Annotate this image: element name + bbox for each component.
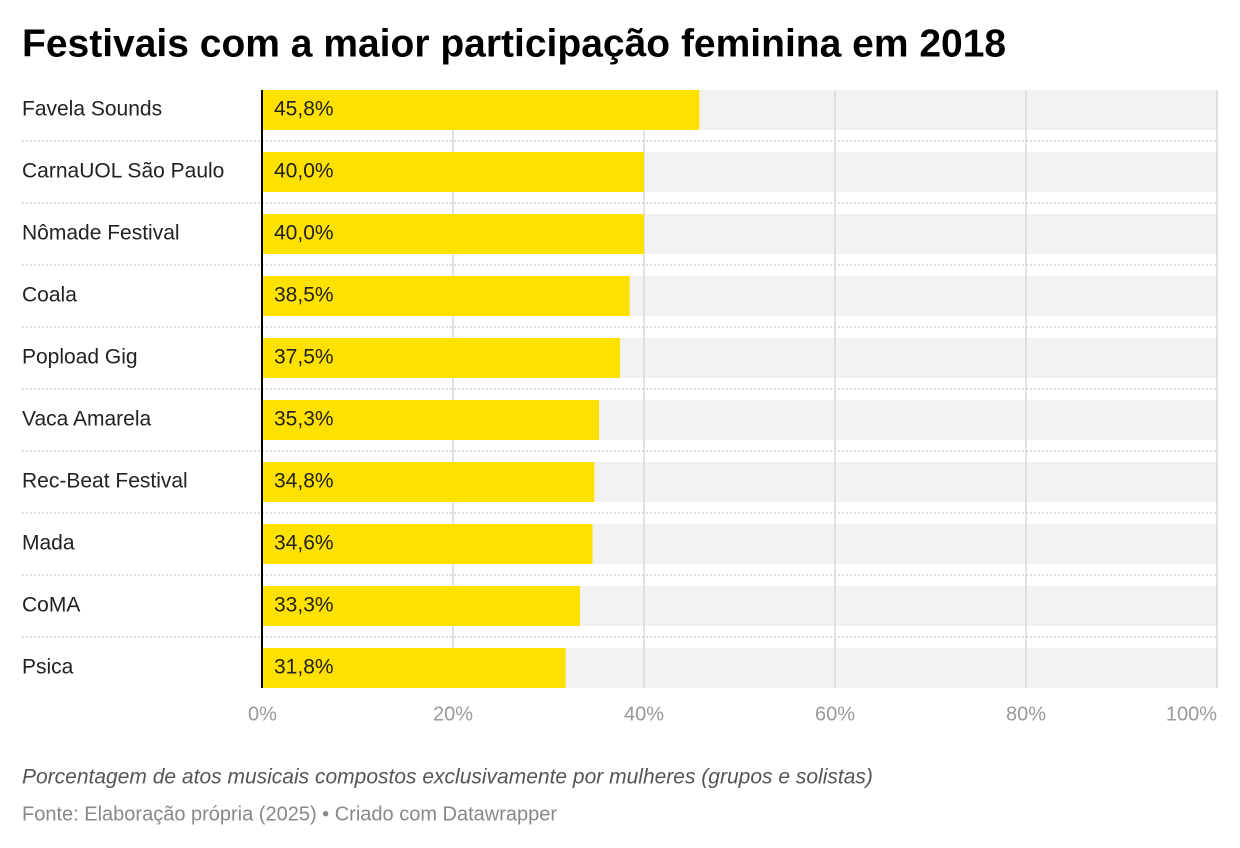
x-tick-label: 20% <box>433 703 473 725</box>
value-label: 40,0% <box>274 222 334 245</box>
chart-title: Festivais com a maior participação femin… <box>22 22 1006 65</box>
x-tick-label: 80% <box>1006 703 1046 725</box>
value-label: 31,8% <box>274 656 334 679</box>
bar <box>262 462 595 502</box>
value-label: 35,3% <box>274 408 334 431</box>
bar <box>262 400 600 440</box>
value-label: 34,6% <box>274 532 334 555</box>
chart-source: Fonte: Elaboração própria (2025) • Criad… <box>22 803 557 825</box>
x-tick-label: 40% <box>624 703 664 725</box>
value-label: 37,5% <box>274 346 334 369</box>
category-label: Vaca Amarela <box>22 408 151 431</box>
category-label: Favela Sounds <box>22 98 162 121</box>
bar <box>262 648 566 688</box>
category-label: Nômade Festival <box>22 222 180 245</box>
value-label: 38,5% <box>274 284 334 307</box>
bar <box>262 152 644 192</box>
bar <box>262 276 630 316</box>
category-label: Popload Gig <box>22 346 138 369</box>
bar <box>262 586 581 626</box>
value-label: 45,8% <box>274 98 334 121</box>
bar <box>262 90 700 130</box>
x-tick-label: 60% <box>815 703 855 725</box>
x-tick-label: 100% <box>1166 703 1217 725</box>
bar <box>262 524 593 564</box>
category-label: Rec-Beat Festival <box>22 470 188 493</box>
category-label: Mada <box>22 532 75 555</box>
chart-note: Porcentagem de atos musicais compostos e… <box>22 766 873 789</box>
bar <box>262 338 621 378</box>
value-label: 40,0% <box>274 160 334 183</box>
category-label: Psica <box>22 656 74 679</box>
value-label: 33,3% <box>274 594 334 617</box>
value-label: 34,8% <box>274 470 334 493</box>
bar <box>262 214 644 254</box>
x-tick-label: 0% <box>248 703 277 725</box>
category-label: CoMA <box>22 594 80 617</box>
category-label: Coala <box>22 284 77 307</box>
category-label: CarnaUOL São Paulo <box>22 160 224 183</box>
